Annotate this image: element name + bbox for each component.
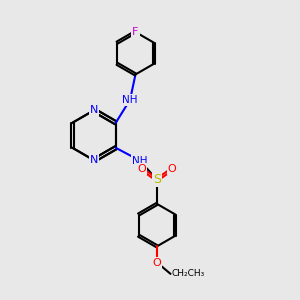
Text: O: O bbox=[153, 257, 161, 268]
Text: CH₂CH₃: CH₂CH₃ bbox=[172, 269, 205, 278]
Text: S: S bbox=[153, 173, 161, 186]
Text: NH: NH bbox=[132, 155, 147, 166]
Text: N: N bbox=[90, 105, 98, 115]
Text: O: O bbox=[138, 164, 146, 174]
Text: N: N bbox=[90, 155, 98, 165]
Text: O: O bbox=[168, 164, 176, 174]
Text: F: F bbox=[132, 27, 139, 37]
Text: NH: NH bbox=[122, 95, 138, 105]
